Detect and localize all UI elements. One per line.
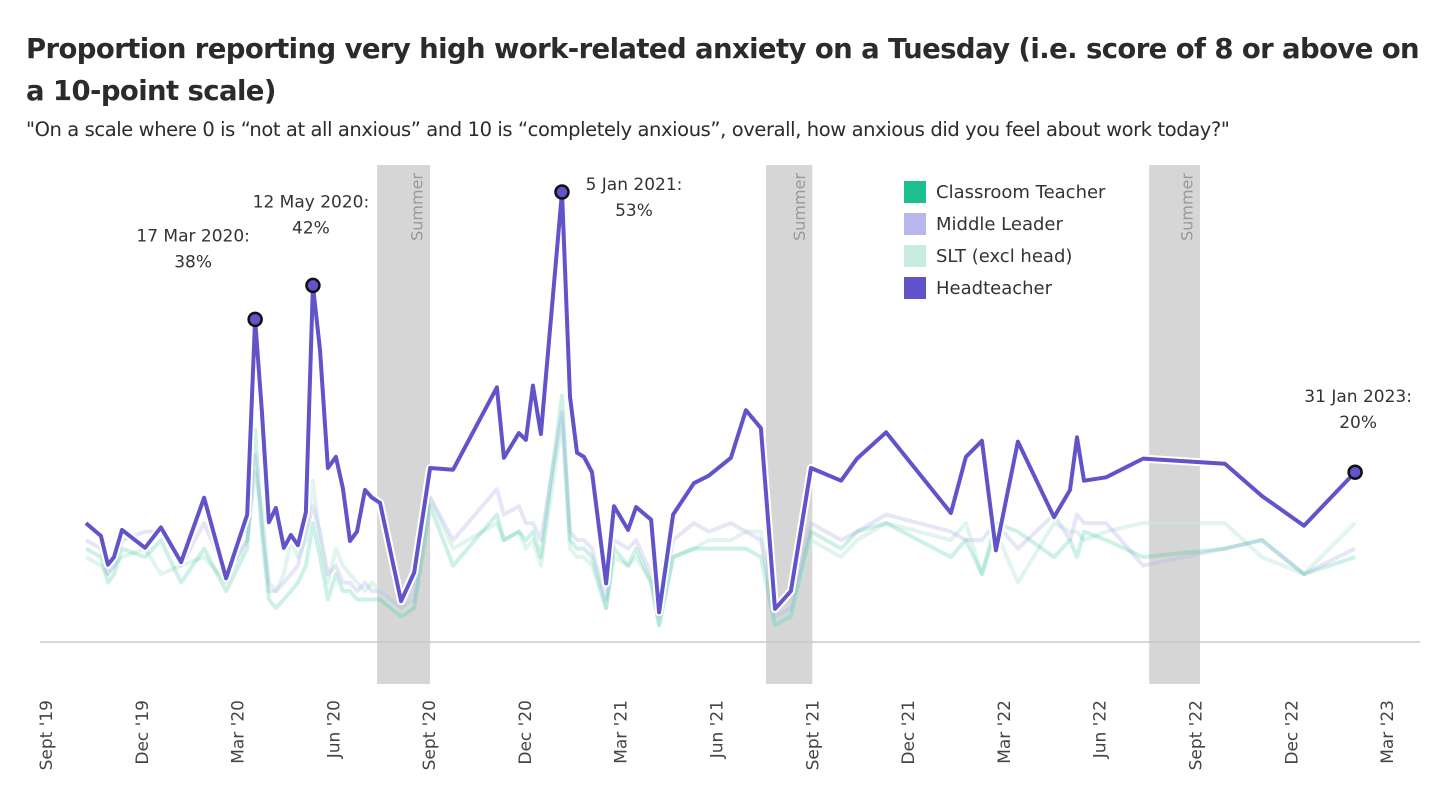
x-tick-label: Mar '23 xyxy=(1378,700,1398,764)
annotation-marker xyxy=(554,184,570,200)
x-tick-label: Sept '22 xyxy=(1186,700,1206,770)
legend-item-classroom-teacher[interactable]: Classroom Teacher xyxy=(904,176,1105,208)
legend-label: SLT (excl head) xyxy=(936,245,1073,267)
legend-swatch xyxy=(904,213,926,235)
x-tick-label: Mar '22 xyxy=(995,700,1015,764)
x-tick-label: Dec '20 xyxy=(516,700,536,765)
annotation-marker xyxy=(305,277,321,294)
x-tick-label: Jun '22 xyxy=(1091,700,1111,759)
legend-label: Headteacher xyxy=(936,277,1053,299)
annotation-marker xyxy=(247,311,263,328)
series-line-classroom-teacher xyxy=(84,393,1356,627)
legend-swatch xyxy=(904,277,926,299)
annotation-date: 12 May 2020: xyxy=(253,192,370,212)
x-tick-label: Mar '20 xyxy=(229,700,249,764)
annotations: 17 Mar 2020: 38% 12 May 2020: 42% 5 Jan 2021… xyxy=(136,175,1412,433)
legend-swatch xyxy=(904,245,926,267)
series-lines xyxy=(83,188,1358,627)
x-tick-label: Dec '21 xyxy=(899,700,919,765)
series-line-slt-excl-head xyxy=(84,419,1357,627)
annotation-value: 53% xyxy=(615,201,653,221)
legend: Classroom Teacher Middle Leader SLT (exc… xyxy=(904,176,1105,304)
summer-bands: Summer Summer Summer xyxy=(377,165,1200,684)
x-tick-label: Sept '19 xyxy=(37,700,57,770)
x-tick-label: Sept '21 xyxy=(803,700,823,770)
x-tick-label: Dec '19 xyxy=(133,700,153,765)
x-tick-labels: Sept '19 Dec '19 Mar '20 Jun '20 Sept '20 Dec… xyxy=(37,700,1398,770)
annotation-value: 42% xyxy=(292,218,330,238)
summer-band-label: Summer xyxy=(408,173,427,241)
series-line-middle-leader xyxy=(84,410,1356,619)
annotation-markers xyxy=(247,184,1363,480)
legend-label: Middle Leader xyxy=(936,213,1063,235)
annotation-value: 38% xyxy=(174,252,212,272)
annotation-date: 5 Jan 2021: xyxy=(586,175,683,195)
x-tick-label: Dec '22 xyxy=(1282,700,1302,765)
x-tick-label: Sept '20 xyxy=(420,700,440,770)
annotation-date: 17 Mar 2020: xyxy=(136,226,250,246)
x-tick-label: Mar '21 xyxy=(612,700,632,764)
legend-swatch xyxy=(904,181,926,203)
legend-item-middle-leader[interactable]: Middle Leader xyxy=(904,208,1105,240)
series-line-headteacher xyxy=(84,190,1357,615)
annotation-marker xyxy=(1347,464,1363,480)
summer-band xyxy=(1149,165,1200,684)
annotation-date: 31 Jan 2023: xyxy=(1304,387,1412,407)
x-tick-label: Jun '21 xyxy=(708,700,728,759)
annotation-value: 20% xyxy=(1339,413,1377,433)
x-tick-label: Jun '20 xyxy=(324,700,344,759)
chart-title: Proportion reporting very high work-rela… xyxy=(26,33,1420,107)
legend-label: Classroom Teacher xyxy=(936,181,1106,203)
legend-item-headteacher[interactable]: Headteacher xyxy=(904,272,1105,304)
summer-band-label: Summer xyxy=(790,173,809,241)
summer-band-label: Summer xyxy=(1177,173,1196,241)
chart-subtitle: "On a scale where 0 is “not at all anxio… xyxy=(26,118,1230,141)
legend-item-slt[interactable]: SLT (excl head) xyxy=(904,240,1105,272)
